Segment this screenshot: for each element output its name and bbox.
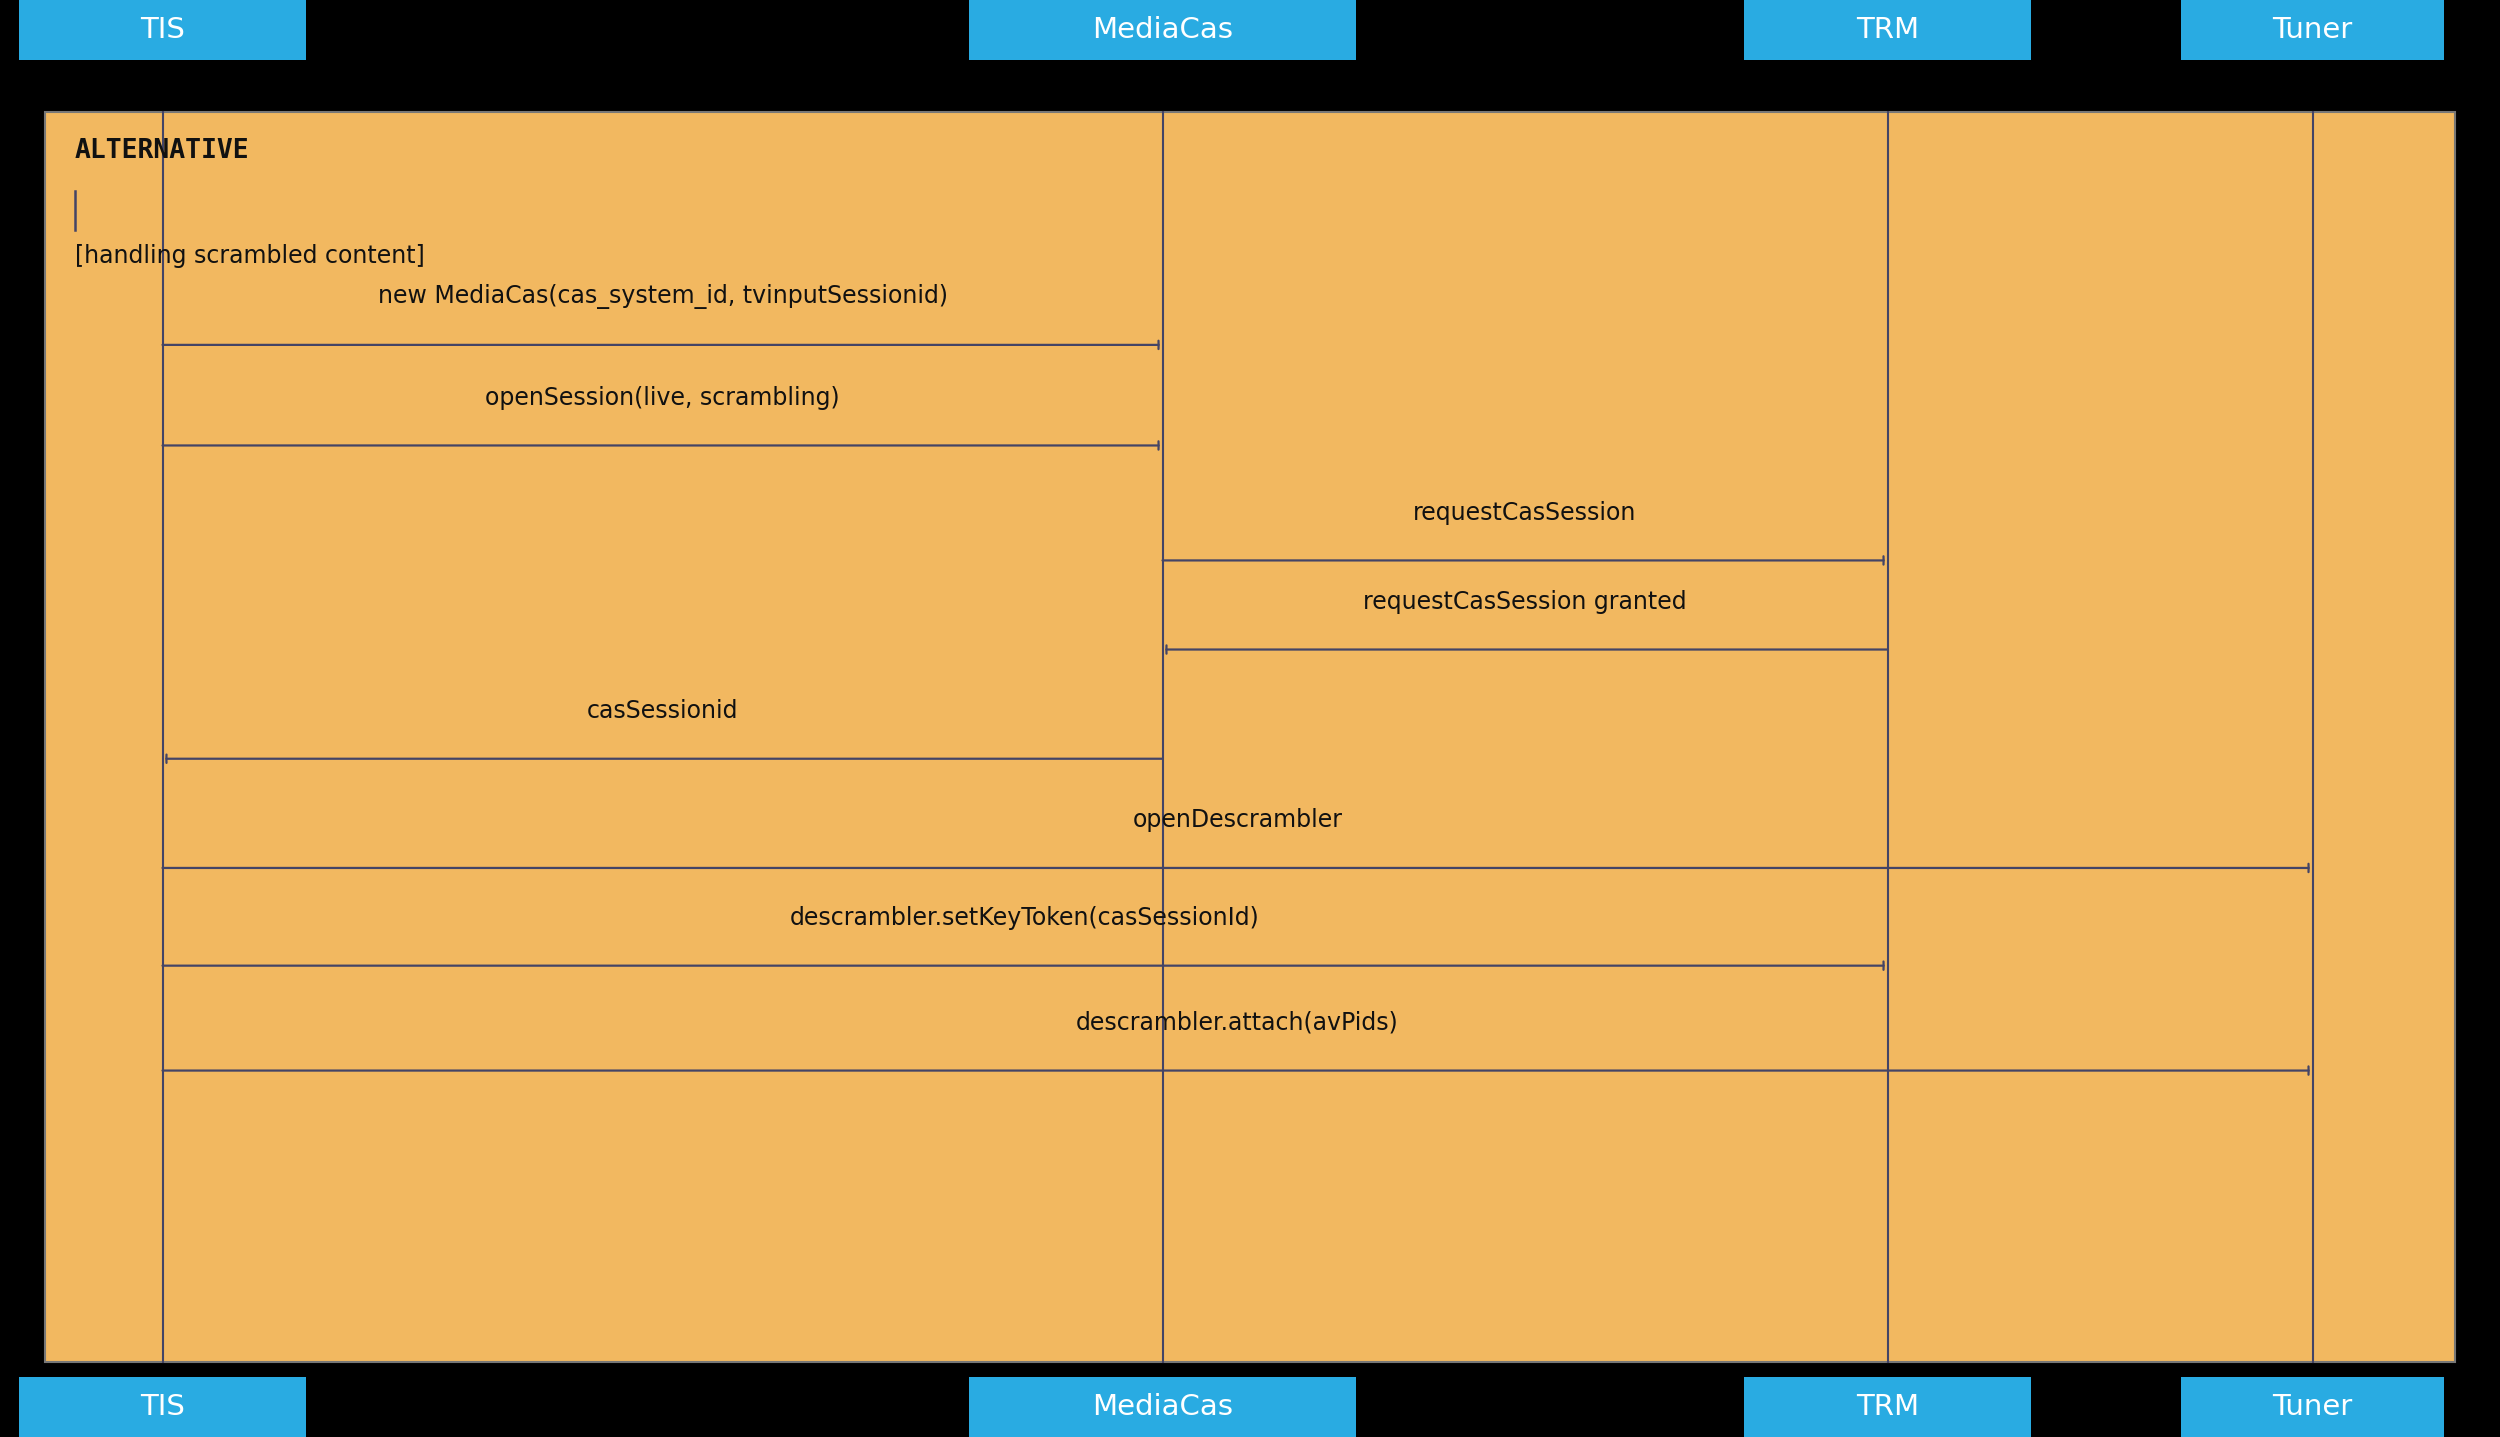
Text: descrambler.attach(avPids): descrambler.attach(avPids): [1075, 1010, 1400, 1035]
Text: ALTERNATIVE: ALTERNATIVE: [75, 138, 250, 164]
Bar: [2180, 0, 2445, 60]
Bar: [2180, 1377, 2445, 1437]
Bar: [970, 1377, 1355, 1437]
Text: TIS: TIS: [140, 1392, 185, 1421]
Text: MediaCas: MediaCas: [1092, 16, 1232, 45]
Text: MediaCas: MediaCas: [1092, 1392, 1232, 1421]
Text: Tuner: Tuner: [2272, 16, 2352, 45]
Bar: [1745, 0, 2030, 60]
Text: casSessionid: casSessionid: [588, 698, 738, 723]
Text: openSession(live, scrambling): openSession(live, scrambling): [485, 385, 840, 410]
Text: [handling scrambled content]: [handling scrambled content]: [75, 244, 425, 269]
Text: requestCasSession: requestCasSession: [1412, 500, 1638, 525]
Text: TRM: TRM: [1855, 16, 1920, 45]
Text: new MediaCas(cas_system_id, tvinputSessionid): new MediaCas(cas_system_id, tvinputSessi…: [378, 285, 948, 309]
Bar: [1745, 1377, 2030, 1437]
Text: Tuner: Tuner: [2272, 1392, 2352, 1421]
Text: TRM: TRM: [1855, 1392, 1920, 1421]
Bar: [45, 112, 2455, 1362]
Bar: [970, 0, 1355, 60]
Text: requestCasSession granted: requestCasSession granted: [1362, 589, 1688, 614]
Text: TIS: TIS: [140, 16, 185, 45]
Text: openDescrambler: openDescrambler: [1132, 808, 1342, 832]
Bar: [20, 1377, 308, 1437]
Bar: [20, 0, 308, 60]
Text: descrambler.setKeyToken(casSessionId): descrambler.setKeyToken(casSessionId): [790, 905, 1260, 930]
